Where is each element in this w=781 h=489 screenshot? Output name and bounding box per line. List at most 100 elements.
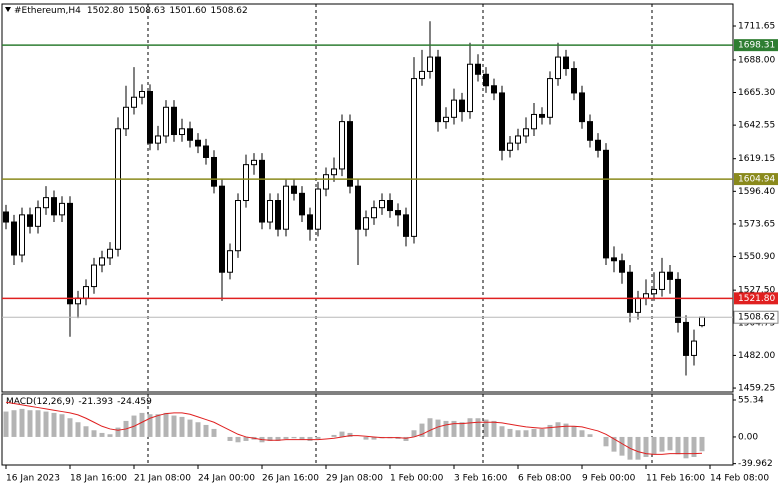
macd-bar	[555, 422, 561, 437]
candle-body	[659, 271, 665, 290]
y-tick-label: 1596.40	[738, 187, 775, 197]
candle-body	[83, 286, 89, 299]
x-tick-label: 9 Feb 00:00	[582, 474, 636, 484]
candle-body	[67, 202, 73, 305]
x-tick-label: 3 Feb 16:00	[454, 474, 508, 484]
candle-body	[555, 56, 561, 80]
candle-body	[499, 92, 505, 151]
macd-bar	[83, 426, 89, 437]
macd-bar	[43, 411, 49, 437]
candle-body	[363, 217, 369, 230]
macd-bar	[499, 426, 505, 437]
macd-bar	[483, 419, 489, 437]
macd-bar	[667, 436, 673, 451]
candle-body	[475, 63, 481, 75]
y-tick-label: 1550.90	[738, 252, 775, 262]
macd-bar	[659, 436, 665, 452]
macd-bar	[3, 411, 9, 437]
candle-body	[683, 321, 689, 356]
candle-body	[635, 297, 641, 313]
candle-body	[619, 260, 625, 273]
macd-bar	[155, 414, 161, 437]
candle-body	[171, 106, 177, 136]
macd-title: MACD(12,26,9)	[6, 397, 74, 407]
macd-bar	[635, 436, 641, 460]
macd-bar	[115, 427, 121, 437]
candle-body	[27, 214, 33, 227]
x-tick-label: 14 Feb 08:00	[710, 474, 769, 484]
candle-body	[603, 149, 609, 259]
candle-body	[435, 56, 441, 123]
candle-body	[203, 145, 209, 158]
macd-bar	[243, 436, 249, 441]
level-tag	[734, 173, 778, 186]
candle-body	[579, 92, 585, 123]
candle-body	[699, 316, 705, 327]
x-tick-label: 1 Feb 00:00	[390, 474, 444, 484]
macd-bar	[91, 430, 97, 437]
macd-bar	[411, 430, 417, 437]
macd-bar	[683, 436, 689, 459]
candle-body	[323, 174, 329, 190]
y-tick-label: 1688.00	[738, 55, 775, 65]
macd-bar	[283, 436, 289, 439]
candle-body	[107, 248, 113, 259]
macd-bar	[563, 423, 569, 437]
low-label: 1501.60	[169, 6, 206, 16]
macd-bar	[571, 426, 577, 437]
macd-bar	[419, 423, 425, 437]
macd-bar	[691, 436, 697, 457]
candle-body	[315, 188, 321, 230]
macd-bar	[547, 424, 553, 437]
close-label: 1508.62	[211, 6, 248, 16]
price-tag	[733, 310, 779, 324]
candle-body	[651, 288, 657, 295]
candle-body	[691, 340, 697, 356]
candle-body	[539, 113, 545, 118]
x-tick-label: 11 Feb 16:00	[646, 474, 705, 484]
y-tick-label: 1642.55	[738, 121, 775, 131]
candle-body	[11, 221, 17, 256]
macd-bar	[675, 436, 681, 455]
y-tick-label: 1482.00	[738, 351, 775, 361]
macd-bar	[19, 408, 25, 437]
candle-body	[259, 159, 265, 223]
candle-body	[115, 128, 121, 250]
candle-body	[19, 214, 25, 256]
macd-bar	[579, 430, 585, 437]
signal-line	[5, 401, 703, 455]
x-tick-label: 21 Jan 08:00	[134, 474, 191, 484]
candle-body	[283, 185, 289, 230]
candle-body	[419, 70, 425, 80]
macd-bar	[75, 422, 81, 437]
macd-bar	[51, 412, 57, 437]
macd-value: -21.393	[78, 397, 113, 407]
candle-body	[507, 142, 513, 151]
macd-bar	[307, 436, 313, 441]
macd-bar	[203, 424, 209, 437]
candle-body	[355, 185, 361, 230]
macd-bar	[235, 436, 241, 443]
macd-bar	[507, 428, 513, 437]
candle-body	[155, 135, 161, 144]
macd-bar	[603, 436, 609, 447]
macd-bar	[275, 436, 281, 441]
main-frame	[1, 3, 734, 393]
y-tick-label: 55.34	[738, 395, 764, 405]
macd-bar	[435, 419, 441, 437]
candle-body	[331, 168, 337, 176]
candle-body	[51, 197, 57, 216]
candle-body	[491, 85, 497, 94]
level-label: 1521.80	[738, 294, 775, 304]
macd-bar	[531, 428, 537, 437]
price-label: 1508.62	[738, 313, 775, 323]
candle-body	[667, 271, 673, 280]
macd-bar	[267, 436, 273, 441]
x-tick-label: 6 Feb 08:00	[518, 474, 572, 484]
candle-body	[147, 90, 153, 144]
candle-body	[443, 116, 449, 123]
candle-body	[99, 257, 105, 266]
candle-body	[547, 78, 553, 118]
macd-bar	[187, 419, 193, 437]
